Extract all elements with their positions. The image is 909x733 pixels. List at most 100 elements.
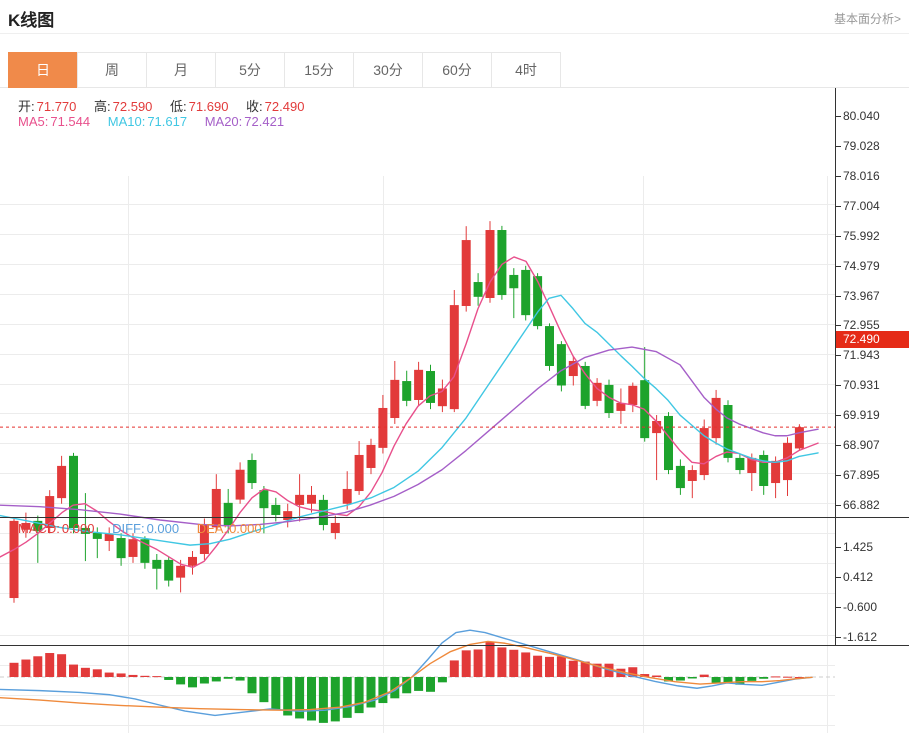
ma5-line [0,256,819,568]
candle [235,462,245,504]
fundamental-analysis-link[interactable]: 基本面分析> [833,12,901,26]
y-axis-label: 75.992 [843,229,880,243]
tab-15min[interactable]: 15分 [284,52,354,88]
candle [366,438,376,475]
macd-bar [437,677,447,683]
candle [199,518,209,560]
y-axis-label: 72.955 [843,318,880,332]
candle [545,323,554,371]
macd-chart[interactable] [0,605,836,733]
tab-bar: 日周月 5分 15分 30分 60分 4时 [0,52,909,88]
y-axis-tick [836,116,841,117]
y-axis-label: 73.967 [843,289,880,303]
candle [675,459,685,495]
candle [342,471,352,510]
y-axis-label: 66.882 [843,498,880,512]
candle [771,456,781,499]
candle [247,453,257,489]
y-axis-label: 0.412 [843,570,874,584]
macd-bar [485,642,495,677]
y-axis-tick [836,577,841,578]
macd-bar [318,677,328,723]
tab-60min[interactable]: 60分 [422,52,492,88]
macd-bar [545,656,554,677]
y-axis-tick [836,176,841,177]
y-axis-tick [836,475,841,476]
period-tabs: 日周月 5分 15分 30分 60分 4时 [8,52,561,88]
candle [9,517,19,603]
tab-30min[interactable]: 30分 [353,52,423,88]
tab-4hour[interactable]: 4时 [491,52,561,88]
y-axis-tick [836,146,841,147]
candle [164,556,174,587]
candle [69,452,78,534]
macd-bar [45,653,55,677]
macd-bar [259,677,269,703]
ohlc-row: 开: 71.770 高: 72.590 低: 71.690 收: 72.490 [18,96,306,115]
candlestick-chart[interactable] [0,176,836,605]
candle [521,265,531,321]
candle [45,490,55,534]
header-divider [0,33,909,34]
candle [283,503,293,528]
macd-bar [271,677,281,710]
chart-area [0,88,909,733]
macd-bar [675,677,685,681]
macd-bar [152,676,162,678]
ma5-label: MA5: [18,114,49,129]
candle [211,474,221,531]
y-axis-tick [836,607,841,608]
candle [568,355,578,386]
macd-bar [235,677,245,681]
candle [485,221,495,303]
y-axis-tick [836,385,841,386]
candle [461,226,471,312]
y-axis-label: -0.600 [843,600,878,614]
candle [664,412,673,475]
ma10-value: 71.617 [147,114,188,129]
macd-bar [164,677,174,680]
macd-bar [652,675,662,677]
ma10-label: MA10: [107,114,146,129]
candle [188,551,197,575]
y-axis-tick [836,445,841,446]
open-label: 开: [18,99,35,114]
macd-bar [497,647,507,677]
tab-month[interactable]: 月 [146,52,216,88]
ma20-label: MA20: [204,114,243,129]
candle [735,453,745,475]
candle [295,474,305,522]
macd-bar [426,677,435,692]
y-axis-tick [836,236,841,237]
macd-bar [687,677,697,679]
candle [437,379,447,413]
y-axis-label: 70.931 [843,378,880,392]
y-axis-label: 78.016 [843,169,880,183]
low-label: 低: [170,99,187,114]
candle [687,465,697,499]
macd-bar [307,677,316,721]
candle [414,361,424,407]
candle [426,364,435,410]
macd-bar [21,659,31,677]
y-axis-line [835,88,836,646]
low-value: 71.690 [188,99,229,114]
macd-bar [295,677,305,719]
macd-bar [92,669,102,677]
tab-5min[interactable]: 5分 [215,52,285,88]
macd-bar [330,677,340,722]
candle [616,388,626,424]
candle [259,486,269,534]
candle [176,559,186,593]
candle [759,450,769,495]
panel-separator [0,517,909,518]
macd-bar [509,649,519,677]
macd-bar [699,674,709,677]
tab-week[interactable]: 周 [77,52,147,88]
tab-day[interactable]: 日 [8,52,78,88]
y-axis-tick [836,415,841,416]
close-value: 72.490 [264,99,305,114]
candle [592,378,602,407]
y-axis-label: -1.612 [843,630,878,644]
candle [116,533,126,566]
